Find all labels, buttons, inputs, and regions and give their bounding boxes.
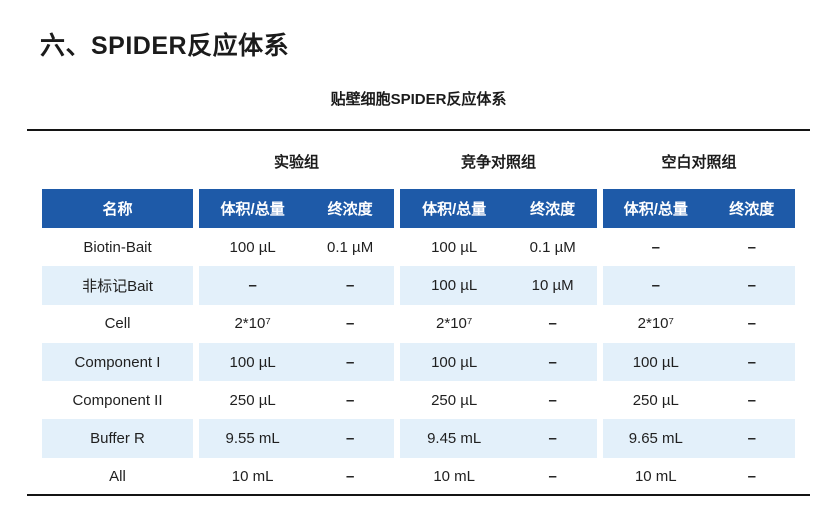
- header-volume-label: 体积/总量: [220, 201, 285, 218]
- table-row: Cell 2*10⁷ – 2*10⁷ – 2*10⁷ –: [42, 305, 795, 343]
- volume-value: 9.45 mL: [427, 430, 482, 448]
- header-name: 名称: [42, 189, 193, 228]
- volume-value: –: [651, 276, 660, 294]
- volume-value: 250 µL: [229, 391, 276, 409]
- group-cell: 250 µL –: [400, 381, 597, 419]
- group-cell: 9.65 mL –: [603, 419, 795, 458]
- group-cell: 100 µL 0.1 µM: [400, 228, 597, 266]
- group-cell: 9.45 mL –: [400, 419, 597, 458]
- header-group-competition: 体积/总量 终浓度: [400, 189, 597, 228]
- final-concentration-value: –: [548, 430, 557, 448]
- volume-value: 2*10⁷: [234, 315, 271, 333]
- header-concentration-label: 终浓度: [729, 201, 775, 218]
- reaction-system-table: 名称 体积/总量 终浓度 体积/总量 终浓度 体积/总量 终浓度 Biotin-…: [42, 189, 795, 496]
- final-concentration-value: –: [747, 276, 756, 294]
- final-concentration-value: –: [747, 468, 756, 486]
- group-cell: 9.55 mL –: [199, 419, 394, 458]
- group-cell: 100 µL 0.1 µM: [199, 228, 394, 266]
- final-concentration-value: –: [747, 353, 756, 371]
- group-label-experimental: 实验组: [273, 154, 319, 171]
- row-name: 非标记Bait: [42, 266, 193, 305]
- header-group-experimental: 体积/总量 终浓度: [199, 189, 394, 228]
- volume-value: 9.65 mL: [628, 430, 683, 448]
- final-concentration-value: –: [747, 391, 756, 409]
- header-group-blank: 体积/总量 终浓度: [603, 189, 795, 228]
- group-label-blank-control: 空白对照组: [661, 154, 737, 171]
- row-name: Component I: [42, 342, 193, 382]
- final-concentration-value: 0.1 µM: [327, 238, 374, 256]
- row-name: Cell: [104, 315, 131, 333]
- group-labels-row: 实验组 竞争对照组 空白对照组: [42, 148, 795, 178]
- volume-value: 10 mL: [634, 468, 677, 486]
- group-cell: 2*10⁷ –: [199, 305, 394, 343]
- group-cell: 250 µL –: [199, 381, 394, 419]
- final-concentration-value: –: [548, 315, 557, 333]
- table-row: 非标记Bait – –100 µL 10 µM – –: [42, 266, 795, 305]
- group-cell: 10 mL –: [603, 458, 795, 496]
- table-row: Biotin-Bait 100 µL 0.1 µM 100 µL 0.1 µM – –: [42, 228, 795, 266]
- header-volume-label: 体积/总量: [623, 201, 688, 218]
- volume-value: –: [248, 276, 257, 294]
- volume-value: 2*10⁷: [637, 315, 674, 333]
- volume-value: 250 µL: [431, 391, 478, 409]
- volume-value: 9.55 mL: [225, 430, 280, 448]
- group-cell: – –: [603, 228, 795, 266]
- table-top-rule: [27, 129, 810, 131]
- group-cell: – –: [603, 266, 795, 305]
- group-cell: – –: [199, 266, 394, 305]
- final-concentration-value: –: [345, 353, 355, 371]
- final-concentration-value: –: [548, 353, 557, 371]
- group-cell: 2*10⁷ –: [603, 305, 795, 343]
- row-name: All: [109, 468, 126, 486]
- group-cell: 100 µL –: [603, 342, 795, 382]
- final-concentration-value: –: [345, 276, 355, 294]
- row-name: Buffer R: [42, 419, 193, 458]
- group-label-competition-control: 竞争对照组: [460, 154, 536, 171]
- final-concentration-value: –: [345, 315, 355, 333]
- final-concentration-value: –: [345, 391, 355, 409]
- group-cell: 100 µL –: [400, 342, 597, 382]
- table-row: Component II 250 µL – 250 µL – 250 µL –: [42, 381, 795, 419]
- final-concentration-value: –: [747, 430, 756, 448]
- volume-value: 10 mL: [433, 468, 476, 486]
- group-cell: 10 mL –: [400, 458, 597, 496]
- final-concentration-value: 10 µM: [531, 276, 574, 294]
- volume-value: 100 µL: [431, 238, 478, 256]
- row-name: Biotin-Bait: [83, 238, 152, 256]
- volume-value: 10 mL: [231, 468, 274, 486]
- volume-value: 100 µL: [229, 238, 276, 256]
- final-concentration-value: 0.1 µM: [529, 238, 576, 256]
- volume-value: 100 µL: [431, 353, 478, 371]
- table-row: Component I 100 µL – 100 µL – 100 µL –: [42, 342, 795, 382]
- group-cell: 2*10⁷ –: [400, 305, 597, 343]
- table-row: Buffer R 9.55 mL – 9.45 mL – 9.65 mL –: [42, 419, 795, 458]
- header-volume-label: 体积/总量: [422, 201, 487, 218]
- final-concentration-value: –: [345, 468, 355, 486]
- table-subtitle: 贴壁细胞SPIDER反应体系: [330, 91, 507, 108]
- final-concentration-value: –: [548, 468, 557, 486]
- group-cell: 10 mL –: [199, 458, 394, 496]
- header-concentration-label: 终浓度: [530, 201, 576, 218]
- page-title: 六、SPIDER反应体系: [40, 32, 290, 60]
- volume-value: 100 µL: [229, 353, 276, 371]
- table-bottom-rule: [27, 494, 810, 496]
- volume-value: 2*10⁷: [436, 315, 473, 333]
- group-cell: 100 µL –: [199, 342, 394, 382]
- header-concentration-label: 终浓度: [327, 201, 373, 218]
- table-header-row: 名称 体积/总量 终浓度 体积/总量 终浓度 体积/总量 终浓度: [42, 189, 795, 228]
- volume-value: 250 µL: [632, 391, 679, 409]
- volume-value: –: [651, 238, 660, 256]
- final-concentration-value: –: [345, 430, 355, 448]
- final-concentration-value: –: [747, 315, 756, 333]
- row-name: Component II: [72, 391, 163, 409]
- table-body: Biotin-Bait 100 µL 0.1 µM 100 µL 0.1 µM – – 非标记…: [42, 228, 795, 496]
- final-concentration-value: –: [548, 391, 557, 409]
- volume-value: 100 µL: [632, 353, 679, 371]
- group-cell: 100 µL 10 µM: [400, 266, 597, 305]
- volume-value: 100 µL: [431, 276, 478, 294]
- group-cell: 250 µL –: [603, 381, 795, 419]
- table-row: All 10 mL – 10 mL – 10 mL –: [42, 458, 795, 496]
- final-concentration-value: –: [747, 238, 756, 256]
